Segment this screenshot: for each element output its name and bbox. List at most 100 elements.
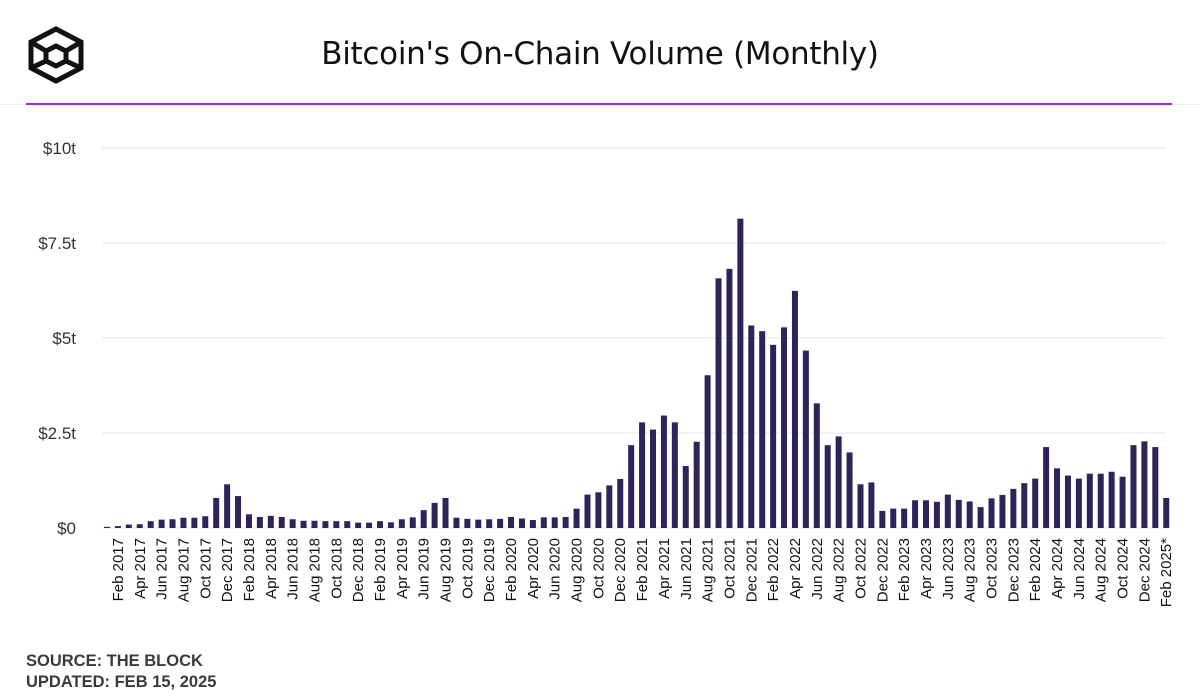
bar[interactable] [682, 466, 689, 528]
bar[interactable] [955, 499, 962, 528]
bar[interactable] [824, 445, 831, 528]
bar[interactable] [835, 436, 842, 528]
bar[interactable] [1108, 471, 1115, 528]
bar[interactable] [475, 519, 482, 528]
bar[interactable] [1032, 478, 1039, 528]
bar[interactable] [1130, 445, 1137, 528]
bar[interactable] [890, 508, 897, 528]
bar[interactable] [169, 519, 176, 528]
bar[interactable] [1075, 478, 1082, 528]
bar[interactable] [650, 429, 656, 528]
x-tick-label: Dec 2018 [350, 538, 367, 602]
bar[interactable] [147, 521, 154, 528]
bar[interactable] [791, 290, 798, 528]
bar[interactable] [420, 510, 427, 528]
bar[interactable] [988, 498, 995, 528]
y-tick-label: $7.5t [38, 234, 76, 253]
bar[interactable] [726, 268, 733, 528]
bar[interactable] [453, 517, 460, 528]
bar[interactable] [999, 494, 1006, 528]
bar[interactable] [573, 508, 580, 528]
bar[interactable] [781, 327, 788, 528]
bar[interactable] [366, 522, 373, 528]
bar[interactable] [671, 422, 678, 528]
bar[interactable] [267, 515, 274, 528]
bar[interactable] [245, 514, 252, 528]
bar[interactable] [289, 519, 296, 528]
bar[interactable] [595, 492, 602, 528]
bar[interactable] [1021, 483, 1028, 528]
bar[interactable] [660, 415, 667, 528]
bar[interactable] [923, 500, 929, 528]
bar[interactable] [846, 452, 853, 528]
bar[interactable] [551, 517, 558, 528]
bar[interactable] [300, 520, 307, 528]
bar[interactable] [104, 526, 110, 528]
bar[interactable] [693, 441, 700, 528]
bar[interactable] [737, 218, 744, 528]
bar[interactable] [868, 482, 875, 528]
bar[interactable] [278, 516, 285, 528]
bar[interactable] [508, 516, 515, 528]
bar[interactable] [1097, 473, 1104, 528]
bar[interactable] [606, 485, 613, 528]
bar[interactable] [1010, 488, 1017, 528]
bar[interactable] [322, 521, 329, 528]
bar[interactable] [704, 375, 711, 528]
bar[interactable] [529, 520, 536, 528]
bar[interactable] [748, 325, 755, 528]
bar[interactable] [1152, 447, 1159, 528]
bar[interactable] [442, 497, 449, 528]
bar[interactable] [933, 501, 940, 528]
bar[interactable] [628, 445, 635, 528]
bar[interactable] [431, 502, 438, 528]
bar[interactable] [387, 522, 394, 528]
bar[interactable] [639, 422, 646, 528]
bar[interactable] [813, 403, 820, 528]
bar[interactable] [802, 350, 809, 528]
bar[interactable] [977, 507, 984, 528]
bar[interactable] [497, 518, 504, 528]
bar[interactable] [584, 494, 591, 528]
bar[interactable] [114, 526, 121, 528]
bar[interactable] [1141, 441, 1148, 528]
bar[interactable] [355, 522, 362, 528]
bar[interactable] [715, 278, 722, 528]
bar[interactable] [770, 344, 777, 528]
bar[interactable] [256, 516, 263, 528]
bar[interactable] [486, 519, 493, 528]
bar[interactable] [464, 518, 471, 528]
bar[interactable] [1043, 447, 1050, 528]
bar[interactable] [966, 501, 973, 528]
bar[interactable] [213, 497, 220, 528]
bar[interactable] [879, 510, 886, 528]
bar[interactable] [617, 478, 624, 528]
bar[interactable] [136, 524, 143, 528]
bar[interactable] [125, 524, 132, 528]
bar[interactable] [1163, 497, 1170, 528]
bar[interactable] [912, 500, 919, 528]
bar[interactable] [344, 521, 351, 528]
bar[interactable] [398, 519, 405, 528]
bar[interactable] [333, 521, 340, 528]
bar[interactable] [1064, 475, 1071, 528]
bar[interactable] [191, 517, 198, 528]
bar[interactable] [1054, 468, 1061, 528]
bar[interactable] [235, 496, 242, 528]
bar[interactable] [857, 484, 864, 528]
bar[interactable] [759, 331, 766, 528]
bar[interactable] [562, 516, 569, 528]
bar[interactable] [202, 516, 209, 528]
bar[interactable] [540, 517, 547, 528]
bar[interactable] [180, 517, 187, 528]
bar[interactable] [409, 517, 416, 528]
bar[interactable] [1119, 476, 1126, 528]
bar[interactable] [377, 521, 383, 528]
bar[interactable] [1086, 473, 1093, 528]
bar[interactable] [518, 518, 525, 529]
bar[interactable] [224, 484, 231, 528]
bar[interactable] [944, 494, 951, 528]
bar[interactable] [158, 519, 165, 528]
bar[interactable] [901, 508, 908, 528]
bar[interactable] [311, 520, 318, 528]
